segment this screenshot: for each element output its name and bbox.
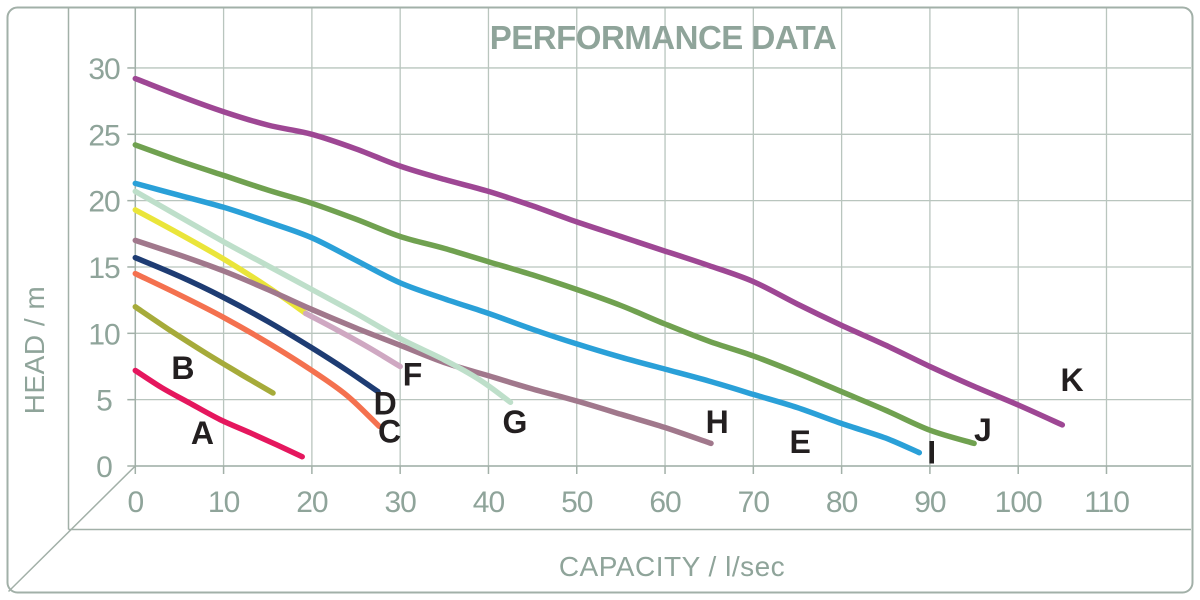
x-tick-label-20: 20	[296, 486, 328, 519]
x-tick-label-50: 50	[561, 486, 593, 519]
pump-curve-K	[132, 75, 1066, 428]
y-tick-label-20: 20	[88, 186, 120, 219]
x-tick-label-40: 40	[473, 486, 505, 519]
curve-letter-F: F	[403, 356, 423, 392]
x-tick-label-90: 90	[914, 486, 946, 519]
x-tick-label-60: 60	[649, 486, 681, 519]
y-tick-label-10: 10	[88, 318, 120, 351]
curve-letter-B: B	[171, 350, 194, 386]
curve-letter-K: K	[1061, 362, 1084, 398]
y-axis-title: HEAD / m	[19, 286, 50, 414]
x-tick-label-80: 80	[826, 486, 858, 519]
curve-letter-J: J	[974, 412, 992, 448]
curve-letter-C: C	[378, 414, 401, 450]
curve-letter-I: I	[927, 435, 936, 471]
y-tick-label-0: 0	[96, 451, 112, 484]
chart-frame	[6, 6, 1194, 594]
pump-curve-A	[132, 367, 305, 460]
curve-letters: AB CD E F G H I J K	[171, 350, 1083, 471]
outer-border	[6, 6, 1194, 594]
y-tick-label-25: 25	[88, 119, 120, 152]
pump-curves	[132, 75, 1066, 460]
curve-letter-D: D	[374, 386, 397, 422]
y-tick-label-30: 30	[88, 53, 120, 86]
pump-curve-D	[132, 254, 381, 395]
x-tick-label-0: 0	[127, 486, 143, 519]
x-axis-tick-labels: 0 10 20 30 40 50 60 70 80 90 100 110	[127, 486, 1130, 519]
pump-curve-H	[132, 237, 714, 447]
axis-ticks	[127, 67, 1108, 474]
pump-curve-C	[132, 270, 382, 429]
perspective-corner-line	[7, 465, 136, 593]
chart-title: PERFORMANCE DATA	[490, 19, 836, 56]
x-tick-label-100: 100	[995, 486, 1042, 519]
pump-curve-J	[132, 142, 977, 447]
curve-letter-A: A	[191, 415, 214, 451]
y-axis-tick-labels: 0 5 10 15 20 25 30	[88, 53, 121, 484]
pump-curve-I	[132, 180, 923, 456]
x-tick-label-110: 110	[1084, 486, 1129, 519]
pump-curve-G	[132, 188, 514, 406]
x-axis-title: CAPACITY / l/sec	[559, 551, 785, 582]
x-tick-label-30: 30	[384, 486, 416, 519]
curve-letter-G: G	[503, 404, 528, 440]
x-tick-label-70: 70	[738, 486, 770, 519]
curve-letter-E: E	[789, 424, 810, 460]
y-tick-label-5: 5	[96, 385, 112, 418]
y-tick-label-15: 15	[88, 252, 120, 285]
curve-letter-H: H	[706, 404, 729, 440]
pump-curve-B	[132, 304, 276, 396]
chart-grid	[134, 8, 1191, 467]
x-tick-label-10: 10	[208, 486, 240, 519]
pump-curve-F	[302, 310, 403, 370]
